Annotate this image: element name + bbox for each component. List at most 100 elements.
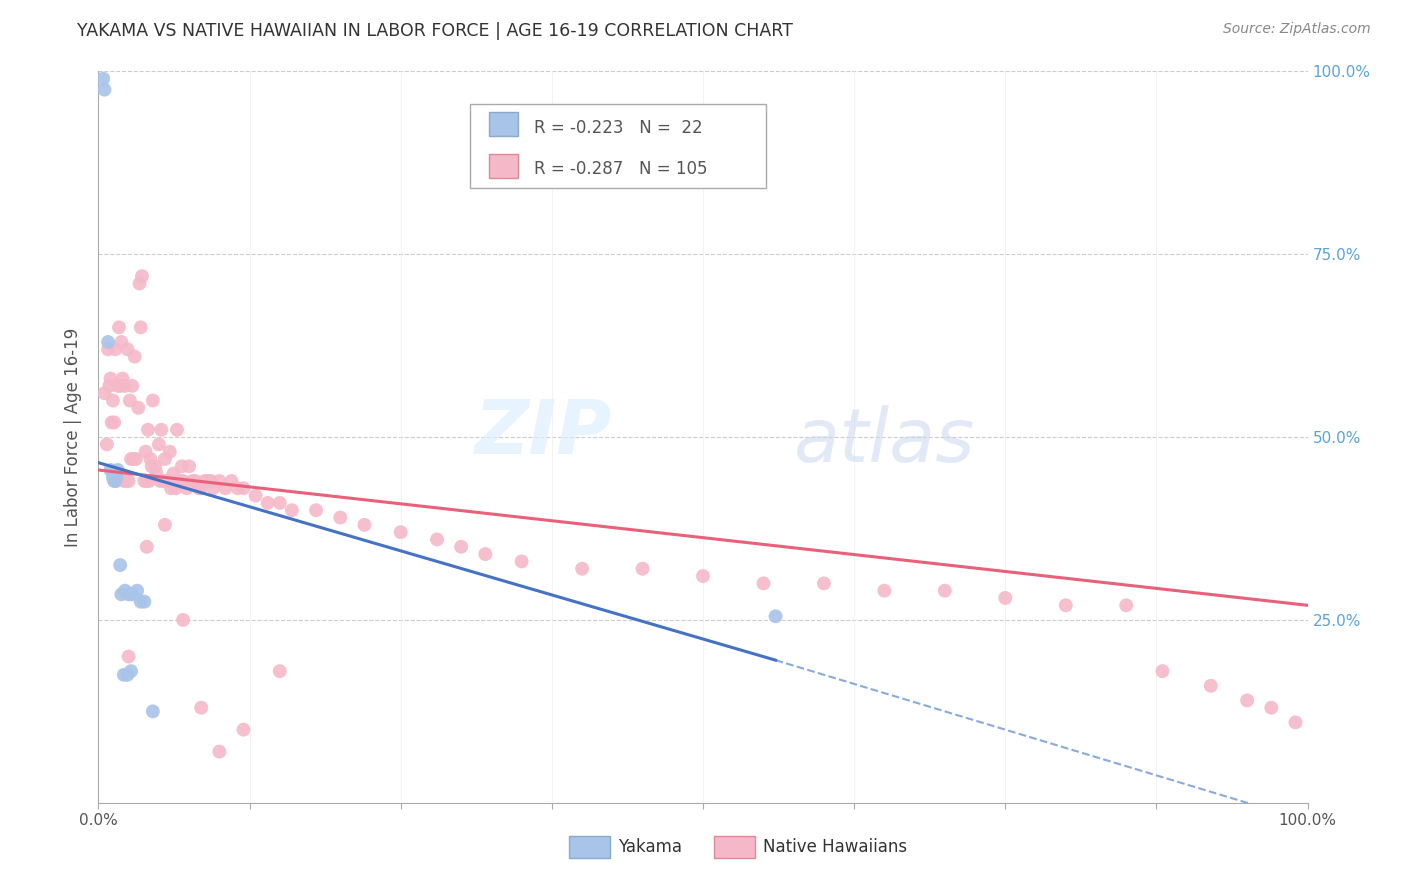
Point xyxy=(232,481,254,495)
FancyBboxPatch shape xyxy=(489,112,517,136)
Point xyxy=(103,474,125,488)
Point xyxy=(105,470,128,484)
Point xyxy=(98,379,121,393)
Point xyxy=(114,583,136,598)
Point xyxy=(135,540,157,554)
Point xyxy=(202,481,225,495)
Point xyxy=(187,481,209,495)
Point xyxy=(765,609,787,624)
Point xyxy=(127,583,149,598)
Point xyxy=(256,496,278,510)
Point xyxy=(117,343,139,357)
Point xyxy=(138,474,160,488)
Point xyxy=(190,700,212,714)
Point xyxy=(153,517,176,532)
Point xyxy=(101,393,124,408)
Point xyxy=(145,467,167,481)
Point xyxy=(269,664,291,678)
FancyBboxPatch shape xyxy=(489,154,517,178)
Point xyxy=(100,416,122,430)
Point xyxy=(194,474,217,488)
Point xyxy=(156,474,179,488)
Point xyxy=(120,664,142,678)
Point xyxy=(389,525,412,540)
Point xyxy=(96,437,118,451)
Text: atlas: atlas xyxy=(793,405,976,476)
Point xyxy=(166,423,188,437)
Text: YAKAMA VS NATIVE HAWAIIAN IN LABOR FORCE | AGE 16-19 CORRELATION CHART: YAKAMA VS NATIVE HAWAIIAN IN LABOR FORCE… xyxy=(77,22,793,40)
Point xyxy=(226,481,249,495)
Point xyxy=(129,320,152,334)
Point xyxy=(208,474,231,488)
Text: Source: ZipAtlas.com: Source: ZipAtlas.com xyxy=(1223,22,1371,37)
Point xyxy=(125,452,148,467)
Point xyxy=(1054,599,1077,613)
Point xyxy=(136,423,159,437)
Point xyxy=(91,71,114,86)
Point xyxy=(200,474,222,488)
Point xyxy=(752,576,775,591)
Point xyxy=(181,474,204,488)
Point xyxy=(165,481,187,495)
Point xyxy=(93,386,115,401)
Point xyxy=(232,723,254,737)
Point xyxy=(110,587,132,601)
Point xyxy=(97,343,120,357)
Point xyxy=(100,463,122,477)
Point xyxy=(994,591,1017,605)
Point xyxy=(124,350,146,364)
Text: Native Hawaiians: Native Hawaiians xyxy=(763,838,908,856)
Point xyxy=(122,452,145,467)
Point xyxy=(1115,599,1137,613)
Point xyxy=(934,583,956,598)
Point xyxy=(93,83,115,97)
Point xyxy=(142,393,165,408)
Point xyxy=(426,533,449,547)
Point xyxy=(474,547,496,561)
Point xyxy=(170,459,193,474)
Point xyxy=(114,379,136,393)
Point xyxy=(142,705,165,719)
Point xyxy=(150,423,173,437)
Point xyxy=(115,474,138,488)
Point xyxy=(134,474,156,488)
Point xyxy=(269,496,291,510)
Point xyxy=(139,452,162,467)
Point xyxy=(118,587,141,601)
Point xyxy=(112,474,135,488)
Point xyxy=(305,503,328,517)
Point xyxy=(121,587,143,601)
Point xyxy=(108,558,131,573)
Point xyxy=(631,562,654,576)
Point xyxy=(571,562,593,576)
FancyBboxPatch shape xyxy=(714,837,755,858)
Point xyxy=(450,540,472,554)
Point xyxy=(134,594,156,608)
Y-axis label: In Labor Force | Age 16-19: In Labor Force | Age 16-19 xyxy=(65,327,83,547)
Text: ZIP: ZIP xyxy=(475,397,613,470)
Point xyxy=(172,474,194,488)
Point xyxy=(1152,664,1174,678)
Point xyxy=(169,474,191,488)
Point xyxy=(141,459,163,474)
Point xyxy=(118,649,141,664)
Point xyxy=(127,401,149,415)
Point xyxy=(111,371,134,385)
Text: Yakama: Yakama xyxy=(619,838,682,856)
Point xyxy=(179,459,201,474)
Text: R = -0.223   N =  22: R = -0.223 N = 22 xyxy=(534,120,703,137)
Point xyxy=(172,613,194,627)
Point xyxy=(135,444,157,458)
Point xyxy=(143,459,166,474)
Point xyxy=(184,474,207,488)
Point xyxy=(105,474,128,488)
Point xyxy=(118,393,141,408)
Point xyxy=(101,470,124,484)
Point xyxy=(1284,715,1306,730)
Point xyxy=(107,379,129,393)
Point xyxy=(120,452,142,467)
Point xyxy=(128,277,150,291)
Point xyxy=(195,474,218,488)
Point xyxy=(1199,679,1222,693)
Text: R = -0.287   N = 105: R = -0.287 N = 105 xyxy=(534,160,707,178)
